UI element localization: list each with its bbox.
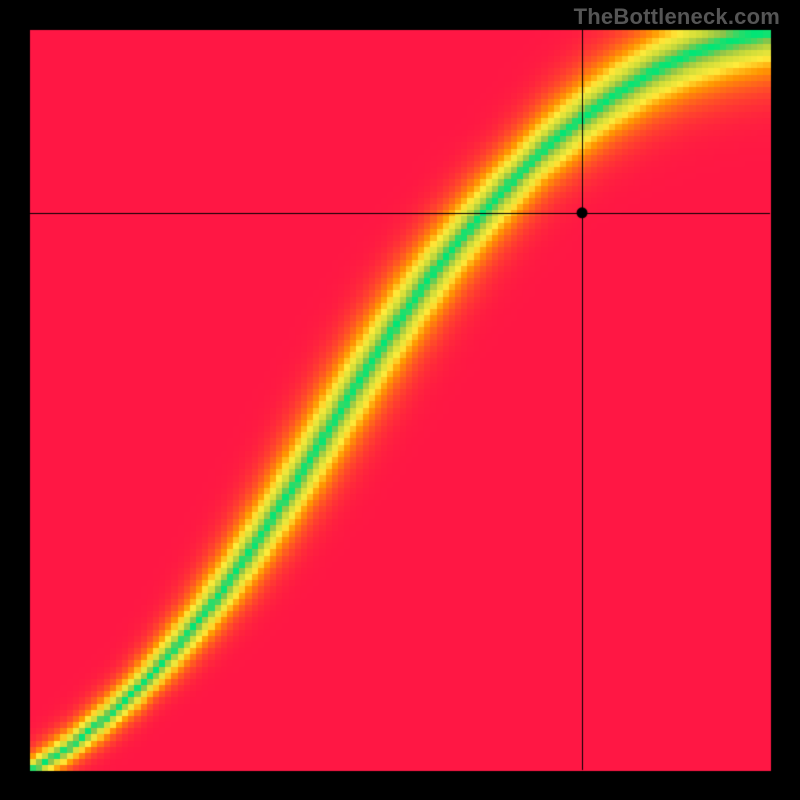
bottleneck-heatmap — [0, 0, 800, 800]
watermark-label: TheBottleneck.com — [574, 4, 780, 30]
